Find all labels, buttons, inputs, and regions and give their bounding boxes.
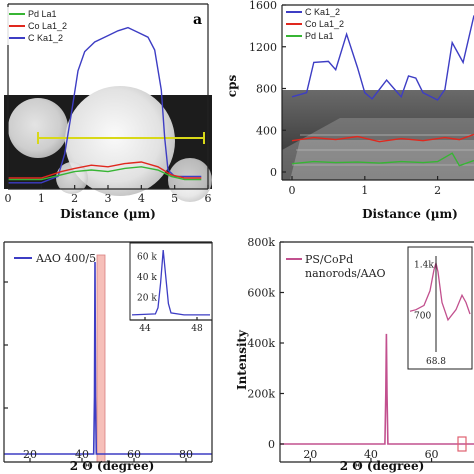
inset-c-line [131, 250, 210, 316]
x-axis-label-b: Distance (µm) [362, 207, 458, 221]
x-tick-label-d: 40 [364, 448, 378, 461]
inset-c: 44 48 20 k 40 k 60 k [129, 242, 213, 334]
legend-label-c: C Ka1_2 [28, 33, 63, 43]
highlight-box-c [96, 254, 106, 463]
x-tick-label-a: 2 [71, 192, 78, 205]
legend-label-pd: Pd La1 [28, 9, 57, 19]
legend-label-c-b: C Ka1_2 [305, 7, 340, 17]
series-b-red-line [291, 133, 474, 143]
y-tick-label-b: 400 [256, 124, 277, 137]
x-axis-label-d: 2 Θ (degree) [340, 459, 425, 473]
series-c-line [4, 261, 212, 455]
y-tick-label-d: 600k [247, 287, 275, 300]
y-tick-label-d: 800k [247, 236, 275, 249]
x-tick-label-c: 20 [23, 448, 37, 461]
legend-label-pd-b: Pd La1 [305, 31, 334, 41]
series-b-green-line [291, 152, 474, 167]
x-tick-label-d: 60 [425, 448, 439, 461]
x-tick-label-c: 60 [127, 448, 141, 461]
x-tick-label-c: 40 [75, 448, 89, 461]
y-axis-label-b: cps [225, 75, 239, 98]
inset-c-y-tick-label: 40 k [137, 273, 157, 283]
x-axis-label-c: 2 Θ (degree) [70, 459, 155, 473]
panel-a: 0 1 2 3 4 5 6 Distance (µm) Pd La1 Co La1_2 C … [4, 3, 212, 221]
y-tick-label-b: 1200 [249, 41, 277, 54]
x-tick-label-a: 1 [38, 192, 45, 205]
series-a-red-line [8, 161, 202, 179]
y-tick-label-b: 1600 [249, 0, 277, 12]
legend-b: C Ka1_2 Co La1_2 Pd La1 [286, 7, 344, 41]
series-a-green-line [8, 166, 202, 181]
sem-image-a [4, 86, 212, 202]
y-tick-label-b: 0 [270, 166, 277, 179]
highlight-box-d [457, 436, 467, 452]
series-a-blue-line [8, 26, 202, 184]
inset-c-x-tick-label: 44 [139, 324, 151, 334]
legend-label-ps: PS/CoPd nanorods/AAO [305, 253, 386, 280]
x-tick-label-a: 0 [5, 192, 12, 205]
x-tick-label-a: 6 [205, 192, 212, 205]
legend-label-co-b: Co La1_2 [305, 19, 344, 29]
x-axis-label-a: Distance (µm) [60, 207, 156, 221]
inset-d: 68.8 700 1.4k [407, 246, 473, 370]
inset-d-y-tick-label: 1.4k [414, 261, 434, 271]
x-tick-label-c: 80 [179, 448, 193, 461]
legend-d: PS/CoPd nanorods/AAO [286, 253, 386, 280]
y-tick-label-b: 800 [256, 83, 277, 96]
inset-d-x-tick-label: 68.8 [426, 357, 446, 367]
x-tick-label-a: 5 [171, 192, 178, 205]
panel-d: 0 200k 400k 600k 800k 20 40 60 Intensity 2 Θ (… [235, 236, 474, 473]
y-tick-label-d: 200k [247, 388, 275, 401]
x-tick-label-a: 4 [138, 192, 145, 205]
panel-b: 0 400 800 1200 1600 0 1 2 cps Distance (µm) C … [225, 0, 474, 221]
inset-d-y-tick-label: 700 [414, 312, 431, 322]
series-d-line [280, 333, 474, 445]
x-tick-label-d: 20 [303, 448, 317, 461]
x-tick-label-b: 2 [434, 184, 441, 197]
x-tick-label-b: 0 [289, 184, 296, 197]
inset-d-line [409, 260, 471, 322]
x-tick-label-a: 3 [105, 192, 112, 205]
series-b-blue-line [291, 15, 474, 101]
sem-image-b [282, 90, 474, 180]
y-tick-label-d: 0 [268, 438, 275, 451]
inset-c-x-tick-label: 48 [191, 324, 203, 334]
legend-label-aao: AAO 400/5 [35, 252, 96, 265]
legend-label-co: Co La1_2 [28, 21, 67, 31]
legend-c: AAO 400/5 [14, 252, 96, 265]
inset-c-y-tick-label: 20 k [137, 293, 157, 303]
y-axis-label-d: Intensity [235, 329, 249, 390]
legend-a: Pd La1 Co La1_2 C Ka1_2 [6, 7, 84, 45]
x-tick-label-b: 1 [361, 184, 368, 197]
y-tick-label-d: 400k [247, 337, 275, 350]
panel-label-a: a [193, 12, 202, 28]
inset-c-y-tick-label: 60 k [137, 252, 157, 262]
